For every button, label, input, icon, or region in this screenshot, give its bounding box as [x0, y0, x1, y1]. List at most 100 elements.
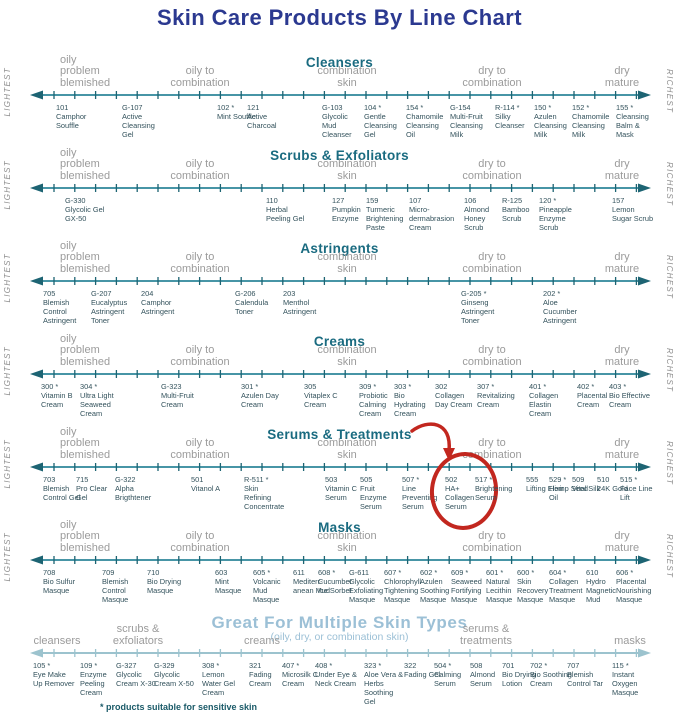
- product-label: 606 * Placental Nourishing Masque: [616, 568, 658, 604]
- annotation-arrow-icon: [410, 422, 455, 461]
- product-name: Camphor Souffle: [56, 112, 87, 131]
- product-name: Hemp Seed Oil: [549, 484, 589, 503]
- product-name: Natural Lecithin Masque: [486, 577, 513, 605]
- product-name: Fruit Enzyme Serum: [360, 484, 387, 512]
- product-name: Lifting Elixir: [526, 484, 564, 494]
- product-number: 600 *: [517, 568, 535, 577]
- skin-type-category: creams: [243, 635, 281, 648]
- product-number: 159: [366, 196, 379, 205]
- product-name: Bamboo Scrub: [502, 205, 530, 224]
- product-label: G-154 Multi-Fruit Cleansing Milk: [450, 103, 492, 139]
- product-name: Collagen Elastin Cream: [529, 391, 559, 419]
- product-name: Lemon Sugar Scrub: [612, 205, 654, 224]
- product-name: Chamomile Cleansing Oil: [406, 112, 444, 140]
- product-label: 600 * Skin Recovery Masque: [517, 568, 559, 604]
- product-number: 150 *: [534, 103, 552, 112]
- product-number: G-327: [116, 661, 137, 670]
- product-number: 107: [409, 196, 422, 205]
- lightest-label: LIGHTEST: [3, 439, 12, 489]
- page-title: Skin Care Products By Line Chart: [157, 5, 522, 30]
- product-number: 308 *: [202, 661, 220, 670]
- product-label: 403 * Bio Effective Cream: [609, 382, 651, 409]
- richest-label: RICHEST: [665, 348, 674, 393]
- product-number: 608 *: [318, 568, 336, 577]
- product-name: Seaweed Fortifying Masque: [451, 577, 482, 605]
- product-label: 703 Blemish Control Gel: [43, 475, 85, 502]
- product-label: 309 * Probiotic Calming Cream: [359, 382, 401, 418]
- product-label: 115 * Instant Oxygen Masque: [612, 661, 654, 697]
- product-name: Active Cleansing Gel: [122, 112, 155, 140]
- skin-type-category: oily to combination: [170, 437, 230, 462]
- section-cleansers: Cleansers oily problem blemished oily to c…: [0, 53, 679, 148]
- product-number: 304 *: [80, 382, 98, 391]
- product-label: 106 Almond Honey Scrub: [464, 196, 506, 232]
- product-label: 105 * Eye Make Up Remover: [33, 661, 75, 688]
- product-label: G-205 * Ginseng Astringent Toner: [461, 289, 503, 325]
- product-label: 302 Collagen Day Cream: [435, 382, 477, 409]
- skin-type-category: dry to combination: [462, 530, 522, 555]
- product-number: 611: [293, 568, 305, 577]
- product-number: 301 *: [241, 382, 259, 391]
- product-name: Lemon Water Gel Cream: [202, 670, 235, 698]
- product-number: 322: [404, 661, 417, 670]
- section-astringents: Astringents oily problem blemished oily to…: [0, 239, 679, 334]
- product-name: Almond Honey Scrub: [464, 205, 490, 233]
- product-name: Almond Serum: [470, 670, 496, 689]
- product-number: 152 *: [572, 103, 590, 112]
- skin-type-category: oily problem blemished: [60, 518, 111, 555]
- product-name: Revitalizing Cream: [477, 391, 515, 410]
- product-number: 517 *: [475, 475, 493, 484]
- product-name: Ultra Light Seaweed Cream: [80, 391, 114, 419]
- product-name: Azulen Soothing Masque: [420, 577, 450, 605]
- skin-type-category: combination skin: [317, 158, 377, 183]
- product-name: Azulen Cleansing Milk: [534, 112, 567, 140]
- product-name: Collagen Day Cream: [435, 391, 473, 410]
- product-name: Pro Clear Gel: [76, 484, 108, 503]
- product-number: 505: [360, 475, 373, 484]
- product-name: Microsilk C Cream: [282, 670, 319, 689]
- product-number: 109 *: [80, 661, 98, 670]
- product-label: 152 * Chamomile Cleansing Milk: [572, 103, 614, 139]
- product-name: Mint Masque: [215, 577, 242, 596]
- product-name: Fading Cream: [249, 670, 272, 689]
- product-name: Placental Nourishing Masque: [616, 577, 652, 605]
- product-name: Eucalyptus Astringent Toner: [91, 298, 128, 326]
- product-name: Ginseng Astringent Toner: [461, 298, 495, 326]
- product-label: 307 * Revitalizing Cream: [477, 382, 519, 409]
- section-subtitle: (oily, dry, or combination skin): [270, 631, 409, 643]
- product-number: G-611: [349, 568, 369, 577]
- product-number: 202 *: [543, 289, 561, 298]
- skin-type-category: oily problem blemished: [60, 53, 111, 90]
- product-name: Mint Souffle: [217, 112, 256, 122]
- product-number: 309 *: [359, 382, 377, 391]
- skin-type-category: dry mature: [604, 251, 640, 276]
- product-name: Eye Make Up Remover: [33, 670, 75, 689]
- product-label: R-114 * Silky Cleanser: [495, 103, 537, 130]
- axis-line: [30, 462, 651, 472]
- product-number: 302: [435, 382, 448, 391]
- product-label: 408 * Under Eye & Neck Cream: [315, 661, 357, 688]
- product-number: 529 *: [549, 475, 567, 484]
- product-name: Skin Refining Concentrate: [244, 484, 285, 512]
- product-label: 110 Herbal Peeling Gel: [266, 196, 308, 223]
- skin-type-category: oily problem blemished: [60, 239, 111, 276]
- product-label: 157 Lemon Sugar Scrub: [612, 196, 654, 223]
- product-label: 709 Blemish Control Masque: [102, 568, 144, 604]
- product-number: R-511 *: [244, 475, 269, 484]
- product-number: R-114 *: [495, 103, 520, 112]
- product-name: Vitamin B Cream: [41, 391, 73, 410]
- product-name: Hydro Magnetic Mud: [586, 577, 616, 605]
- skin-type-category: scrubs & exfoliators: [112, 623, 164, 648]
- product-label: 155 * Cleansing Balm & Mask: [616, 103, 658, 139]
- product-number: 101: [56, 103, 69, 112]
- product-number: 407 *: [282, 661, 300, 670]
- product-number: 601 *: [486, 568, 504, 577]
- section-title: Scrubs & Exfoliators: [270, 148, 409, 163]
- product-label: 505 Fruit Enzyme Serum: [360, 475, 402, 511]
- product-name: Glycolic Cream X-30: [116, 670, 156, 689]
- product-number: 503: [325, 475, 338, 484]
- product-label: 322 Fading Gel: [404, 661, 446, 679]
- product-name: Multi-Fruit Cleansing Milk: [450, 112, 483, 140]
- axis-line: [30, 369, 651, 379]
- skin-type-category: dry to combination: [462, 344, 522, 369]
